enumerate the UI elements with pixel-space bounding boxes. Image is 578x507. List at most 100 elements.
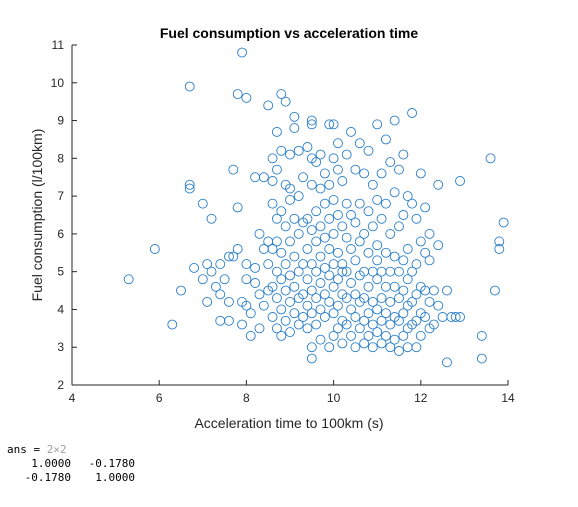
data-point xyxy=(311,206,322,217)
data-point xyxy=(167,319,178,330)
x-tick-label: 10 xyxy=(327,391,341,405)
data-point xyxy=(442,357,452,368)
data-point xyxy=(263,259,274,270)
data-point xyxy=(237,47,247,58)
data-point xyxy=(346,278,356,288)
data-point xyxy=(328,153,339,164)
data-point xyxy=(285,194,295,205)
data-point xyxy=(333,323,343,334)
data-point xyxy=(306,115,317,126)
data-point xyxy=(302,300,313,311)
data-point xyxy=(315,221,326,232)
data-point xyxy=(285,270,295,281)
data-point xyxy=(407,296,418,307)
data-point xyxy=(206,266,217,277)
matrix-cell: 1.0000 xyxy=(95,471,135,484)
data-point xyxy=(224,251,234,262)
data-point xyxy=(372,255,383,266)
data-point xyxy=(341,319,352,330)
data-point xyxy=(197,198,208,209)
data-point xyxy=(271,213,282,224)
matrix-cell: 1.0000 xyxy=(31,457,71,470)
data-point xyxy=(276,304,287,315)
data-point xyxy=(315,304,326,315)
data-point xyxy=(485,153,496,164)
data-point xyxy=(394,221,404,232)
data-point xyxy=(389,187,400,198)
data-point xyxy=(346,304,356,315)
data-point xyxy=(376,168,387,179)
data-point xyxy=(394,346,404,356)
data-point xyxy=(420,247,431,258)
chart-title: Fuel consumption vs acceleration time xyxy=(160,25,419,41)
data-point xyxy=(380,330,391,341)
data-point xyxy=(206,213,217,224)
data-point xyxy=(285,296,295,307)
data-point xyxy=(402,244,413,254)
y-tick-label: 2 xyxy=(57,378,64,392)
data-point xyxy=(311,157,322,168)
data-point xyxy=(376,315,387,326)
y-axis-label: Fuel consumption (l/100km) xyxy=(29,129,45,302)
data-point xyxy=(315,251,326,262)
data-point xyxy=(210,281,221,292)
data-point xyxy=(372,194,383,205)
data-point xyxy=(324,119,335,130)
y-tick-label: 4 xyxy=(57,302,64,316)
data-point xyxy=(398,308,409,319)
data-point xyxy=(306,353,317,364)
data-point xyxy=(197,274,208,285)
data-point xyxy=(232,202,243,213)
data-point xyxy=(276,89,287,100)
data-point xyxy=(280,285,291,296)
data-point xyxy=(489,285,500,296)
data-point xyxy=(276,247,287,258)
data-point xyxy=(424,255,435,266)
y-tick-label: 10 xyxy=(51,76,65,90)
data-point xyxy=(376,266,387,277)
data-point xyxy=(245,308,256,319)
data-point xyxy=(271,293,282,304)
data-point xyxy=(241,92,252,103)
data-point xyxy=(367,296,378,307)
data-point xyxy=(380,198,391,209)
data-point xyxy=(263,100,274,111)
data-point xyxy=(354,138,365,149)
data-point xyxy=(324,342,335,353)
data-point xyxy=(346,244,356,254)
data-point xyxy=(293,266,304,277)
data-point xyxy=(341,266,352,277)
data-point xyxy=(324,296,335,307)
data-point xyxy=(298,312,309,322)
data-point xyxy=(363,330,374,341)
data-point xyxy=(324,179,335,190)
data-point xyxy=(372,274,383,285)
data-point xyxy=(437,312,448,322)
data-point xyxy=(219,274,230,285)
data-point xyxy=(337,266,348,277)
matrix-cell: -0.1780 xyxy=(88,457,135,470)
data-point xyxy=(455,176,465,186)
data-point xyxy=(306,119,317,130)
data-point xyxy=(350,289,361,300)
data-point xyxy=(394,293,404,304)
data-point xyxy=(346,210,356,220)
data-point xyxy=(267,281,278,292)
data-point xyxy=(271,126,282,137)
data-point xyxy=(298,172,309,183)
data-point xyxy=(407,198,418,209)
data-point xyxy=(237,319,247,330)
data-point xyxy=(328,308,339,319)
data-point xyxy=(306,342,317,353)
data-point xyxy=(328,281,339,292)
x-axis-label: Acceleration time to 100km (s) xyxy=(194,415,383,431)
data-point xyxy=(319,262,330,273)
data-point xyxy=(450,312,461,322)
data-point xyxy=(202,259,213,270)
data-point xyxy=(302,323,313,334)
data-points xyxy=(123,47,509,368)
data-point xyxy=(271,164,282,175)
data-point xyxy=(328,228,339,239)
data-point xyxy=(328,259,339,270)
data-point xyxy=(306,179,317,190)
